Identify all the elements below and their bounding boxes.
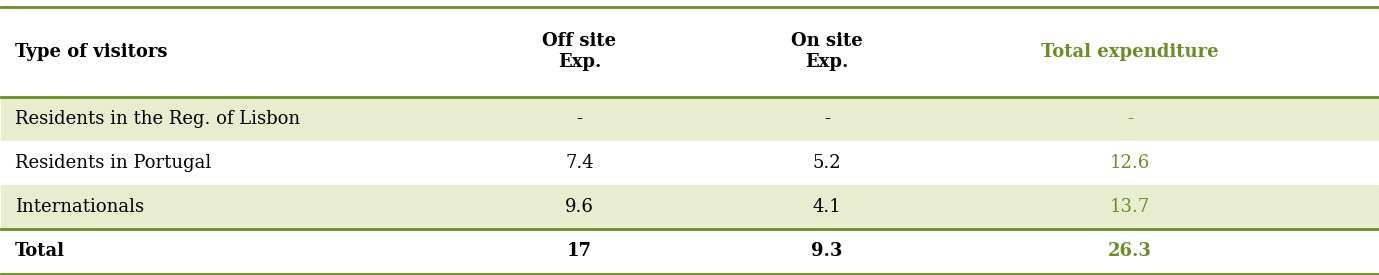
Text: Off site
Exp.: Off site Exp. bbox=[542, 32, 616, 71]
Text: 5.2: 5.2 bbox=[812, 154, 841, 172]
Bar bbox=[1, 185, 1378, 229]
Text: Total: Total bbox=[15, 243, 65, 260]
Text: 9.3: 9.3 bbox=[811, 243, 843, 260]
Text: Internationals: Internationals bbox=[15, 198, 145, 216]
Text: Total expenditure: Total expenditure bbox=[1041, 43, 1219, 61]
Text: Residents in the Reg. of Lisbon: Residents in the Reg. of Lisbon bbox=[15, 110, 301, 128]
Text: 12.6: 12.6 bbox=[1110, 154, 1150, 172]
Text: 13.7: 13.7 bbox=[1110, 198, 1150, 216]
Text: Residents in Portugal: Residents in Portugal bbox=[15, 154, 211, 172]
Text: 17: 17 bbox=[567, 243, 592, 260]
Text: -: - bbox=[1127, 110, 1134, 128]
Bar bbox=[1, 7, 1378, 97]
Text: 4.1: 4.1 bbox=[812, 198, 841, 216]
Text: -: - bbox=[576, 110, 582, 128]
Text: Type of visitors: Type of visitors bbox=[15, 43, 168, 61]
Text: -: - bbox=[825, 110, 830, 128]
Text: 9.6: 9.6 bbox=[565, 198, 594, 216]
Bar bbox=[1, 97, 1378, 141]
Bar bbox=[1, 141, 1378, 185]
Bar bbox=[1, 229, 1378, 274]
Text: 26.3: 26.3 bbox=[1107, 243, 1151, 260]
Text: On site
Exp.: On site Exp. bbox=[792, 32, 863, 71]
Text: 7.4: 7.4 bbox=[565, 154, 594, 172]
